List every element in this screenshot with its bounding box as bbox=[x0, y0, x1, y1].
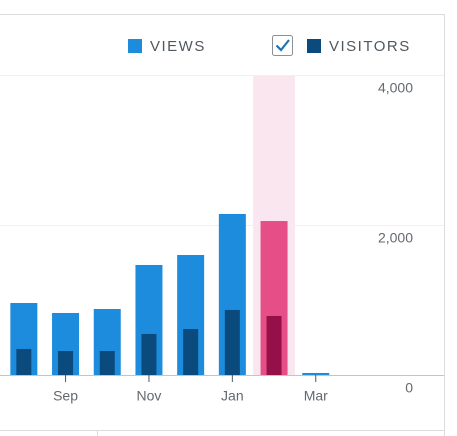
visitors-bar bbox=[58, 351, 74, 375]
visitors-bar bbox=[141, 333, 157, 375]
legend-label: VIEWS bbox=[150, 38, 206, 55]
legend-swatch bbox=[128, 39, 142, 53]
visitors-checkbox[interactable] bbox=[272, 35, 293, 56]
legend-label: VISITORS bbox=[329, 38, 411, 55]
x-tick-label: Sep bbox=[53, 388, 78, 404]
visitors-bar bbox=[99, 351, 115, 375]
x-tick-label: Nov bbox=[136, 388, 161, 404]
visitors-bar bbox=[183, 329, 199, 375]
x-tick-label: Jan bbox=[221, 388, 244, 404]
y-tick-label: 0 bbox=[405, 380, 413, 396]
checkbox[interactable] bbox=[272, 35, 293, 56]
legend-swatch bbox=[307, 39, 321, 53]
visitors-bar bbox=[224, 309, 240, 375]
checkmark bbox=[275, 39, 290, 52]
y-tick-label: 2,000 bbox=[378, 230, 413, 246]
visitors-bar bbox=[16, 348, 32, 375]
x-tick-label: Mar bbox=[304, 388, 328, 404]
views-bar bbox=[302, 372, 330, 375]
y-tick-label: 4,000 bbox=[378, 80, 413, 96]
visitors-bar bbox=[266, 315, 282, 375]
